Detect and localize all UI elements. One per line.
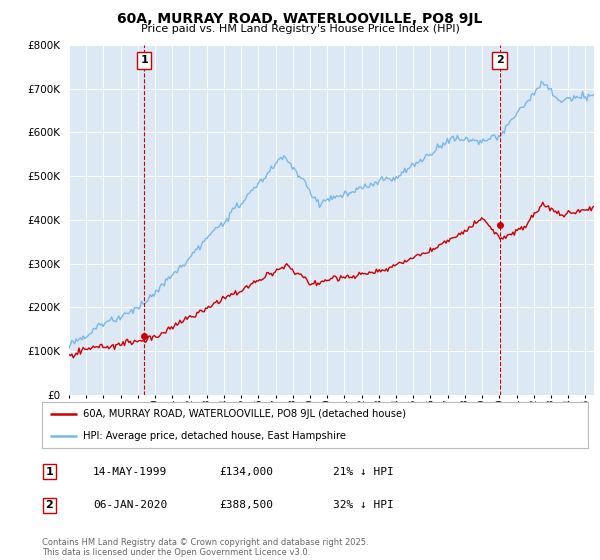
Text: 60A, MURRAY ROAD, WATERLOOVILLE, PO8 9JL (detached house): 60A, MURRAY ROAD, WATERLOOVILLE, PO8 9JL… bbox=[83, 409, 406, 419]
Text: 21% ↓ HPI: 21% ↓ HPI bbox=[333, 466, 394, 477]
Text: 2: 2 bbox=[496, 55, 503, 66]
Text: 06-JAN-2020: 06-JAN-2020 bbox=[93, 500, 167, 510]
Text: 32% ↓ HPI: 32% ↓ HPI bbox=[333, 500, 394, 510]
Text: 60A, MURRAY ROAD, WATERLOOVILLE, PO8 9JL: 60A, MURRAY ROAD, WATERLOOVILLE, PO8 9JL bbox=[118, 12, 482, 26]
Text: 2: 2 bbox=[46, 500, 53, 510]
Text: £388,500: £388,500 bbox=[219, 500, 273, 510]
Text: 1: 1 bbox=[140, 55, 148, 66]
Text: 14-MAY-1999: 14-MAY-1999 bbox=[93, 466, 167, 477]
Text: HPI: Average price, detached house, East Hampshire: HPI: Average price, detached house, East… bbox=[83, 431, 346, 441]
Text: 1: 1 bbox=[46, 466, 53, 477]
Text: Contains HM Land Registry data © Crown copyright and database right 2025.
This d: Contains HM Land Registry data © Crown c… bbox=[42, 538, 368, 557]
Text: Price paid vs. HM Land Registry's House Price Index (HPI): Price paid vs. HM Land Registry's House … bbox=[140, 24, 460, 34]
Text: £134,000: £134,000 bbox=[219, 466, 273, 477]
